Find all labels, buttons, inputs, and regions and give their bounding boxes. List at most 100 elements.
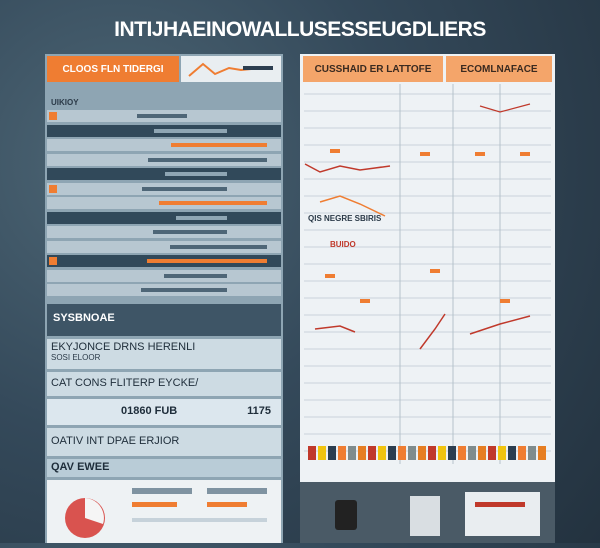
item-title: 01860 FUB: [121, 405, 178, 417]
row-deco: [47, 284, 281, 296]
strip-deco: [538, 446, 546, 460]
strip-deco: [388, 446, 396, 460]
bar-deco: [207, 502, 247, 507]
row-bar: [137, 114, 187, 118]
row-deco: [47, 124, 281, 137]
line-deco: [314, 325, 356, 333]
line-deco: [419, 313, 446, 350]
row-deco: [47, 269, 281, 282]
row-bar: [154, 128, 227, 133]
marker-deco: [325, 274, 335, 278]
row-deco: [47, 211, 281, 224]
marker-deco: [520, 152, 530, 156]
row-bar: [171, 143, 267, 147]
section-bar: SYSBNOAE: [47, 304, 281, 336]
right-label: BUIDO: [330, 240, 356, 249]
item-row: 01860 FUB 1175: [47, 399, 281, 425]
left-banner: CLOOS FLN TIDERGI: [47, 56, 179, 82]
strip-deco: [328, 446, 336, 460]
panel-deco: [465, 492, 540, 536]
row-bar: [147, 259, 267, 263]
row-bar: [164, 273, 227, 278]
item-row: OATIV INT DPAE ERJIOR: [47, 428, 281, 456]
item-title: QAV EWEE: [51, 461, 110, 473]
item-row: CAT CONS FLITERP EYCKE/: [47, 372, 281, 396]
strip-deco: [318, 446, 326, 460]
panel-deco: [410, 496, 440, 536]
bar-deco: [475, 502, 525, 507]
row-bar: [159, 201, 267, 205]
row-deco: [47, 182, 281, 195]
row-deco: [47, 168, 281, 180]
strip-deco: [468, 446, 476, 460]
line-deco: [469, 315, 531, 335]
strip-deco: [338, 446, 346, 460]
marker-deco: [500, 299, 510, 303]
strip-deco: [398, 446, 406, 460]
strip-deco: [478, 446, 486, 460]
row-deco: [47, 255, 281, 267]
row-bar: [153, 230, 227, 234]
marker-deco: [430, 269, 440, 273]
line-deco: [479, 103, 531, 113]
row-deco: [47, 240, 281, 253]
strip-deco: [378, 446, 386, 460]
bar-deco: [132, 518, 267, 522]
top-label: UIKIOY: [51, 98, 79, 107]
marker-deco: [475, 152, 485, 156]
strip-deco: [508, 446, 516, 460]
strip-deco: [308, 446, 316, 460]
right-panel: CUSSHAID ER LATTOFE ECOMLNAFACE QIS NEGR…: [300, 54, 555, 543]
right-bottom: [300, 482, 555, 543]
pie-slice-deco: [85, 498, 104, 524]
line-deco: [319, 195, 386, 217]
strip-deco: [368, 446, 376, 460]
strip-deco: [518, 446, 526, 460]
banner-graphic: [181, 56, 281, 82]
right-banner: ECOMLNAFACE: [446, 56, 552, 82]
item-title: CAT CONS FLITERP EYCKE/: [51, 377, 199, 389]
row-deco: [47, 226, 281, 238]
strip-deco: [358, 446, 366, 460]
row-deco: [47, 110, 281, 122]
strip-deco: [458, 446, 466, 460]
row-bar: [141, 288, 227, 292]
line-deco: [304, 163, 391, 173]
item-title: EKYJONCE DRNS HERENLI: [51, 341, 196, 353]
right-chart: [304, 84, 551, 464]
right-label: QIS NEGRE SBIRIS: [308, 214, 382, 223]
row-deco: [47, 197, 281, 209]
strip-deco: [348, 446, 356, 460]
row-bar: [142, 186, 227, 191]
item-title: OATIV INT DPAE ERJIOR: [51, 435, 180, 447]
marker-deco: [360, 299, 370, 303]
strip-deco: [418, 446, 426, 460]
bar-deco: [207, 488, 267, 494]
strip-deco: [498, 446, 506, 460]
row-chip: [49, 184, 57, 193]
row-bar: [165, 172, 227, 176]
strip-deco: [488, 446, 496, 460]
bar-deco: [243, 66, 273, 70]
bottom-graphic: [65, 488, 267, 538]
page-title: INTIJHAEINOWALLUSESSEUGDLIERS: [114, 18, 486, 41]
row-chip: [49, 257, 57, 265]
left-panel: CLOOS FLN TIDERGI UIKIOY SYSBNOAE EKYJON…: [45, 54, 283, 543]
item-subtitle: SOSI ELOOR: [51, 353, 101, 362]
row-bar: [176, 215, 227, 220]
marker-deco: [420, 152, 430, 156]
row-list: [45, 110, 283, 300]
bottom-card: [47, 480, 281, 543]
bar-deco: [132, 502, 177, 507]
row-bar: [170, 244, 267, 249]
right-banner: CUSSHAID ER LATTOFE: [303, 56, 443, 82]
item-row: QAV EWEE: [47, 459, 281, 477]
marker-deco: [330, 149, 340, 153]
strip-deco: [528, 446, 536, 460]
right-bottom-graphic: [335, 492, 540, 536]
strip-deco: [438, 446, 446, 460]
strip-deco: [428, 446, 436, 460]
strip-deco: [408, 446, 416, 460]
row-deco: [47, 139, 281, 151]
